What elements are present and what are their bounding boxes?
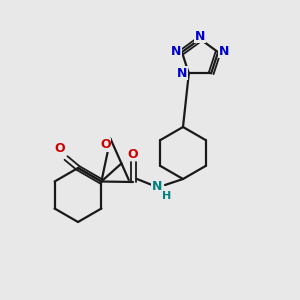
Text: O: O	[100, 138, 111, 151]
Text: N: N	[171, 45, 181, 58]
Text: H: H	[162, 191, 172, 201]
Text: O: O	[55, 142, 65, 155]
Text: N: N	[152, 181, 162, 194]
Text: N: N	[177, 67, 187, 80]
Text: N: N	[195, 29, 205, 43]
Text: N: N	[219, 45, 229, 58]
Text: O: O	[128, 148, 138, 160]
